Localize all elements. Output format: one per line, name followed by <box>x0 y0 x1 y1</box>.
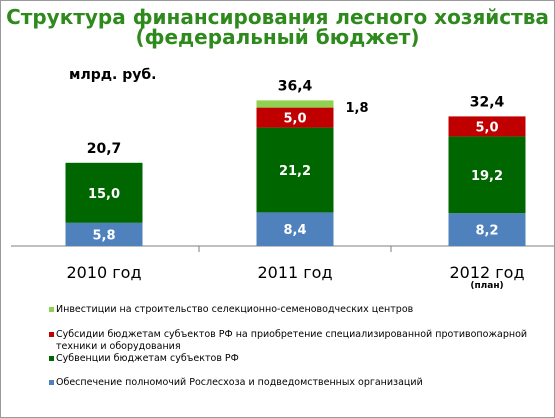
category-note-plan: (план) <box>470 281 504 291</box>
legend-item-investments: Инвестиции на строительство селекционно-… <box>49 304 546 316</box>
legend-swatch <box>49 307 54 312</box>
unit-label: млрд. руб. <box>69 67 157 83</box>
data-label: 5,0 <box>283 112 306 127</box>
category-label-2012: 2012 год <box>449 263 525 282</box>
chart-title-line1: Структура финансирования лесного хозяйст… <box>6 5 549 29</box>
bar-segment-1-1 <box>256 127 334 213</box>
legend-label: Субвенции бюджетам субъектов РФ <box>56 353 239 364</box>
bar-chart: 5,8 15,0 20,7 8,4 21,2 5,0 1,8 36,4 8,2 19,2 5,0 32… <box>11 78 554 252</box>
legend-label: Обеспечение полномочий Рослесхоза и подв… <box>56 377 423 388</box>
total-label: 20,7 <box>87 141 122 157</box>
category-label-2011: 2011 год <box>257 263 333 282</box>
bar-segment-3-1 <box>256 100 334 108</box>
data-label: 8,4 <box>283 223 306 238</box>
data-label: 15,0 <box>88 187 120 202</box>
legend-item-rosleskhoz: Обеспечение полномочий Рослесхоза и подв… <box>49 377 546 389</box>
legend-label: Инвестиции на строительство селекционно-… <box>56 304 414 315</box>
category-label-2010: 2010 год <box>66 263 142 282</box>
data-label: 5,8 <box>92 228 115 243</box>
data-label: 8,2 <box>475 224 498 239</box>
bar-segment-0-2 <box>448 213 526 246</box>
data-label: 5,0 <box>475 120 498 135</box>
legend-swatch <box>49 380 54 385</box>
bar-segment-0-0 <box>65 222 143 246</box>
bar-segment-2-2 <box>448 116 526 137</box>
legend-item-subsidies: Субсидии бюджетам субъектов РФ на приобр… <box>49 329 546 353</box>
total-label: 36,4 <box>278 78 313 94</box>
data-label: 1,8 <box>346 101 369 116</box>
legend-swatch <box>49 356 54 361</box>
data-label: 19,2 <box>471 169 503 184</box>
legend-label: Субсидии бюджетам субъектов РФ на приобр… <box>56 329 528 352</box>
legend-item-subventions: Субвенции бюджетам субъектов РФ <box>49 353 546 365</box>
bar-segment-1-0 <box>65 162 143 223</box>
bar-segment-0-1 <box>256 212 334 246</box>
data-label: 21,2 <box>279 164 311 179</box>
bar-segment-1-2 <box>448 136 526 214</box>
legend-swatch <box>49 332 54 337</box>
bar-segment-2-1 <box>256 107 334 128</box>
chart-title-line2: (федеральный бюджет) <box>135 25 420 49</box>
total-label: 32,4 <box>470 94 505 110</box>
